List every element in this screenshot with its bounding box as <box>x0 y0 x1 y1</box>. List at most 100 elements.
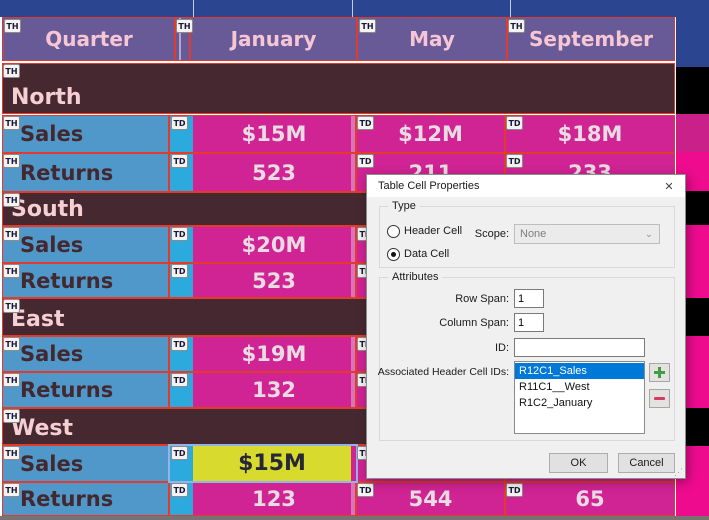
row-span-label: Row Span: <box>455 293 509 305</box>
td-marker: TD <box>506 154 523 168</box>
th-marker: TH <box>3 483 20 497</box>
th-marker: TH <box>508 19 525 33</box>
section-label: North <box>11 85 82 110</box>
data-cell-radio[interactable] <box>387 248 400 261</box>
cell-value: $18M <box>557 122 623 146</box>
header-cell-radio[interactable] <box>387 225 400 238</box>
row-header-west-returns[interactable]: Returns <box>2 482 169 516</box>
header-band-separator <box>179 17 181 61</box>
data-cell-west-sales-january-selected[interactable]: $15M <box>168 444 358 483</box>
header-label: May <box>409 27 455 51</box>
header-cell-may[interactable]: May <box>357 17 507 61</box>
th-marker: TH <box>3 337 20 351</box>
resize-grip[interactable]: ⋰ <box>674 467 683 477</box>
strip-pink <box>676 114 709 152</box>
th-marker: TH <box>359 19 376 33</box>
data-cell-west-returns-january[interactable]: 123 <box>169 482 356 516</box>
add-header-id-button[interactable] <box>649 363 670 382</box>
data-cell-north-sales-september[interactable]: $18M <box>505 115 675 153</box>
section-label: South <box>11 197 84 222</box>
th-marker: TH <box>3 193 20 207</box>
magenta-sliver <box>351 446 356 481</box>
cancel-button[interactable]: Cancel <box>618 453 675 473</box>
table-cell-properties-dialog: Table Cell Properties ✕ Type Header Cell… <box>366 174 686 479</box>
type-group: Type <box>379 200 675 268</box>
cell-value: 65 <box>575 487 605 511</box>
data-cell-radio-label[interactable]: Data Cell <box>404 248 450 260</box>
header-cell-radio-label[interactable]: Header Cell <box>404 225 463 237</box>
th-marker: TH <box>3 154 20 168</box>
th-marker: TH <box>3 227 20 241</box>
td-marker: TD <box>357 154 374 168</box>
row-header-label: Returns <box>20 487 114 511</box>
data-cell-north-returns-january[interactable]: 523 <box>169 153 356 192</box>
ok-button[interactable]: OK <box>549 453 608 473</box>
scope-label: Scope: <box>474 228 509 240</box>
column-span-input[interactable] <box>514 313 544 332</box>
td-marker: TD <box>171 446 188 460</box>
row-header-north-sales[interactable]: Sales <box>2 115 169 153</box>
td-marker: TD <box>357 483 374 497</box>
cell-value: 544 <box>408 487 453 511</box>
list-item[interactable]: R1C2_January <box>519 397 593 409</box>
data-cell-south-sales-january[interactable]: $20M <box>169 226 356 263</box>
list-item[interactable]: R11C1__West <box>519 381 590 393</box>
id-label: ID: <box>494 342 509 354</box>
strip-blue <box>676 0 709 67</box>
header-label: Quarter <box>45 27 133 51</box>
row-header-label: Sales <box>20 122 84 146</box>
row-span-input[interactable] <box>514 289 544 308</box>
row-header-label: Returns <box>20 378 114 402</box>
row-header-label: Sales <box>20 451 84 476</box>
row-header-label: Returns <box>20 268 114 293</box>
data-cell-north-sales-may[interactable]: $12M <box>356 115 505 153</box>
th-marker: TH <box>3 409 20 423</box>
cell-value: $15M <box>238 451 306 476</box>
td-marker: TD <box>171 483 188 497</box>
data-cell-east-returns-january[interactable]: 132 <box>169 372 356 408</box>
close-icon[interactable]: ✕ <box>664 180 674 193</box>
id-input[interactable] <box>514 338 645 357</box>
header-cell-september[interactable]: September <box>507 17 675 61</box>
type-group-label: Type <box>388 200 420 212</box>
dialog-titlebar[interactable]: Table Cell Properties ✕ <box>367 175 685 197</box>
page-column-separator <box>510 0 511 17</box>
cell-value: $19M <box>241 342 307 366</box>
header-cell-quarter[interactable]: Quarter <box>3 17 175 61</box>
row-header-east-sales[interactable]: Sales <box>2 336 169 372</box>
th-marker: TH <box>3 64 20 78</box>
row-header-south-returns[interactable]: Returns <box>2 263 169 298</box>
td-marker: TD <box>506 116 523 130</box>
header-gap-cell[interactable] <box>175 17 190 61</box>
cell-value: $15M <box>241 122 307 146</box>
data-cell-east-sales-january[interactable]: $19M <box>169 336 356 372</box>
th-marker: TH <box>3 264 20 278</box>
row-header-west-sales[interactable]: Sales <box>2 445 169 482</box>
data-cell-north-sales-january[interactable]: $15M <box>169 115 356 153</box>
cell-value: $20M <box>241 232 307 257</box>
minus-icon <box>654 397 665 400</box>
page-column-separator <box>193 0 194 17</box>
data-cell-south-returns-january[interactable]: 523 <box>169 263 356 298</box>
row-header-south-sales[interactable]: Sales <box>2 226 169 263</box>
header-label: January <box>230 27 317 51</box>
page-bottom-edge <box>0 516 709 520</box>
list-item[interactable]: R12C1_Sales <box>515 363 644 379</box>
td-marker: TD <box>171 337 188 351</box>
data-cell-west-returns-september[interactable]: 65 <box>505 482 675 516</box>
section-row-north[interactable]: North <box>2 63 675 114</box>
td-marker: TD <box>171 116 188 130</box>
row-header-east-returns[interactable]: Returns <box>2 372 169 408</box>
header-cell-january[interactable]: January <box>190 17 357 61</box>
scope-value: None <box>520 228 547 240</box>
data-cell-west-returns-may[interactable]: 544 <box>356 482 505 516</box>
td-marker: TD <box>171 227 188 241</box>
associated-header-ids-list[interactable]: R12C1_Sales R11C1__West R1C2_January <box>514 361 645 434</box>
td-marker: TD <box>171 264 188 278</box>
scope-dropdown[interactable]: None ⌄ <box>514 224 660 244</box>
section-label: West <box>11 416 74 441</box>
cell-value: 132 <box>252 378 296 402</box>
remove-header-id-button[interactable] <box>649 389 670 408</box>
row-header-north-returns[interactable]: Returns <box>2 153 169 192</box>
